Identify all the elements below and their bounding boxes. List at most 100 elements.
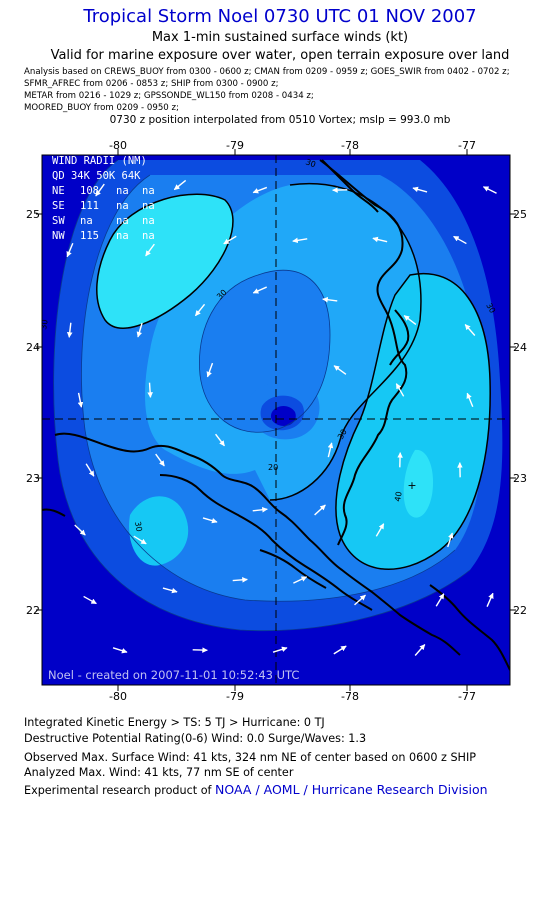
wind-arrow <box>66 322 73 338</box>
wind-arrow <box>482 186 497 194</box>
map-title: Tropical Storm Noel 0730 UTC 01 NOV 2007 <box>83 6 477 27</box>
wind-arrow <box>435 593 445 607</box>
quadrant-label: NW <box>52 230 65 242</box>
wind-arrow <box>162 587 178 594</box>
wind-radii-row: NE 108 na na <box>52 185 155 197</box>
radius-34kt: na <box>80 215 93 227</box>
radius-34kt: 115 <box>80 230 99 242</box>
contour-label: 30 <box>304 157 317 169</box>
product-prefix: Experimental research product of <box>24 784 212 797</box>
wind-map: -80 -79 -78 -77 -80 -79 -78 -77 25 24 23… <box>26 139 527 700</box>
wind-arrow <box>372 236 388 243</box>
contour-label: 20 <box>268 463 278 472</box>
wind-arrow <box>74 524 86 536</box>
wind-band-east-max <box>403 449 434 518</box>
lon-label-bottom: -80 <box>109 690 127 700</box>
wind-arrow <box>466 392 474 408</box>
quadrant-label: NE <box>52 185 65 197</box>
wind-arrow <box>83 595 97 605</box>
position-note: 0730 z position interpolated from 0510 V… <box>109 114 451 126</box>
wind-radii-row: SW na na na <box>52 215 155 227</box>
radius-64kt: na <box>142 185 155 197</box>
wind-arrow <box>252 286 267 294</box>
analysis-line: SFMR_AFREC from 0206 - 0853 z; SHIP from… <box>24 79 279 89</box>
radius-50kt: na <box>116 200 129 212</box>
quadrant-label: SW <box>52 215 65 227</box>
radius-50kt: na <box>116 230 129 242</box>
lat-label-left: 22 <box>26 604 40 617</box>
contour-label: 30 <box>133 521 144 533</box>
quadrant-label: SE <box>52 200 65 212</box>
ike-line: Integrated Kinetic Energy > TS: 5 TJ > H… <box>24 716 325 729</box>
wind-arrow <box>412 186 428 193</box>
wind-arrow <box>95 183 105 197</box>
lat-label-right: 23 <box>513 472 527 485</box>
analysis-line: Analysis based on CREWS_BUOY from 0300 -… <box>24 67 510 77</box>
lat-label-right: 22 <box>513 604 527 617</box>
wind-vectors <box>66 179 497 656</box>
map-frame <box>41 154 511 686</box>
wind-arrow <box>85 463 95 477</box>
contour-label: 30 <box>336 428 349 441</box>
radius-34kt: 111 <box>80 200 99 212</box>
radius-64kt: na <box>142 215 155 227</box>
wind-arrow <box>66 242 74 258</box>
wind-arrow <box>194 303 206 317</box>
wind-arrow <box>173 179 187 191</box>
wind-arrow <box>453 235 467 245</box>
wind-arrow <box>133 535 147 545</box>
wind-arrow <box>447 532 454 548</box>
wind-band-50kt <box>335 273 491 570</box>
wind-radii-table: WIND RADII (NM) QD 34K 50K 64K NE 108 na… <box>52 155 155 242</box>
map-credit: Noel - created on 2007-11-01 10:52:43 UT… <box>48 668 299 682</box>
wind-arrow <box>403 315 417 325</box>
map-subtitle: Max 1-min sustained surface winds (kt) <box>151 30 409 45</box>
lat-label-right: 24 <box>513 341 527 354</box>
org-link[interactable]: NOAA / AOML / Hurricane Research Divisio… <box>215 782 488 797</box>
wind-band-southwest <box>129 496 189 566</box>
wind-arrow <box>333 645 347 655</box>
wind-arrow <box>354 594 366 606</box>
lat-label-left: 25 <box>26 208 40 221</box>
lon-label-top: -79 <box>226 139 244 152</box>
wind-arrow <box>202 517 218 524</box>
analysis-line: METAR from 0216 - 1029 z; GPSSONDE_WL150… <box>24 91 314 101</box>
radius-64kt: na <box>142 200 155 212</box>
radius-34kt: 108 <box>80 185 99 197</box>
wind-arrow <box>486 592 494 607</box>
wind-arrow <box>375 523 385 537</box>
lon-label-top: -80 <box>109 139 127 152</box>
observed-max-wind: Observed Max. Surface Wind: 41 kts, 324 … <box>24 751 477 764</box>
analysis-line: MOORED_BUOY from 0209 - 0950 z; <box>24 103 179 113</box>
lat-label-right: 25 <box>513 208 527 221</box>
contour-label: 30 <box>39 319 50 331</box>
wind-arrow <box>272 646 288 653</box>
wind-arrow <box>155 453 165 467</box>
max-wind-marker: + <box>407 479 416 492</box>
radius-50kt: na <box>116 215 129 227</box>
wind-radii-header: QD 34K 50K 64K <box>52 170 141 182</box>
radius-64kt: na <box>142 230 155 242</box>
contour-label: 40 <box>393 491 404 503</box>
wind-arrow <box>252 506 268 513</box>
lon-label-top: -77 <box>458 139 476 152</box>
lon-label-bottom: -77 <box>458 690 476 700</box>
wind-arrow <box>112 647 128 654</box>
wind-arrow <box>77 392 84 408</box>
analysis-sources: Analysis based on CREWS_BUOY from 0300 -… <box>24 66 510 114</box>
wind-arrow <box>223 235 237 245</box>
tick-marks <box>36 149 516 691</box>
lat-label-left: 24 <box>26 341 40 354</box>
contour-lines-thin <box>53 159 471 631</box>
wind-arrow <box>327 442 334 458</box>
wind-arrow <box>395 383 405 397</box>
wind-arrow <box>464 324 476 336</box>
wind-arrow <box>252 186 268 194</box>
wind-arrow <box>145 243 155 257</box>
lat-label-left: 23 <box>26 472 40 485</box>
wind-arrow <box>414 644 426 656</box>
wind-arrow <box>333 365 347 375</box>
wind-arrow <box>292 237 308 244</box>
wind-arrow <box>293 576 308 584</box>
wind-band-northwest <box>96 194 233 329</box>
